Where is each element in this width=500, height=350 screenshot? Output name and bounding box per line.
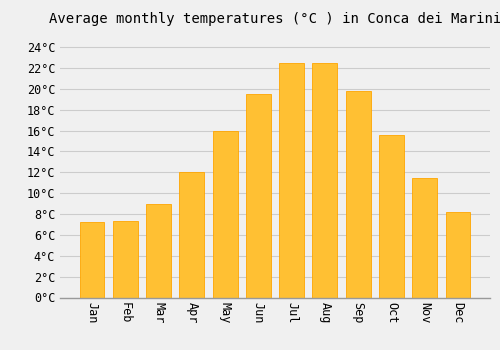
Bar [312,63,338,298]
Bar [379,135,404,298]
Bar [113,221,138,298]
Bar [80,222,104,298]
Bar [212,131,238,298]
Bar [279,63,304,298]
Bar [412,177,437,298]
Bar [346,91,370,298]
Bar [446,212,470,298]
Bar [180,172,204,298]
Title: Average monthly temperatures (°C ) in Conca dei Marini: Average monthly temperatures (°C ) in Co… [49,12,500,26]
Bar [246,94,271,298]
Bar [146,204,171,298]
